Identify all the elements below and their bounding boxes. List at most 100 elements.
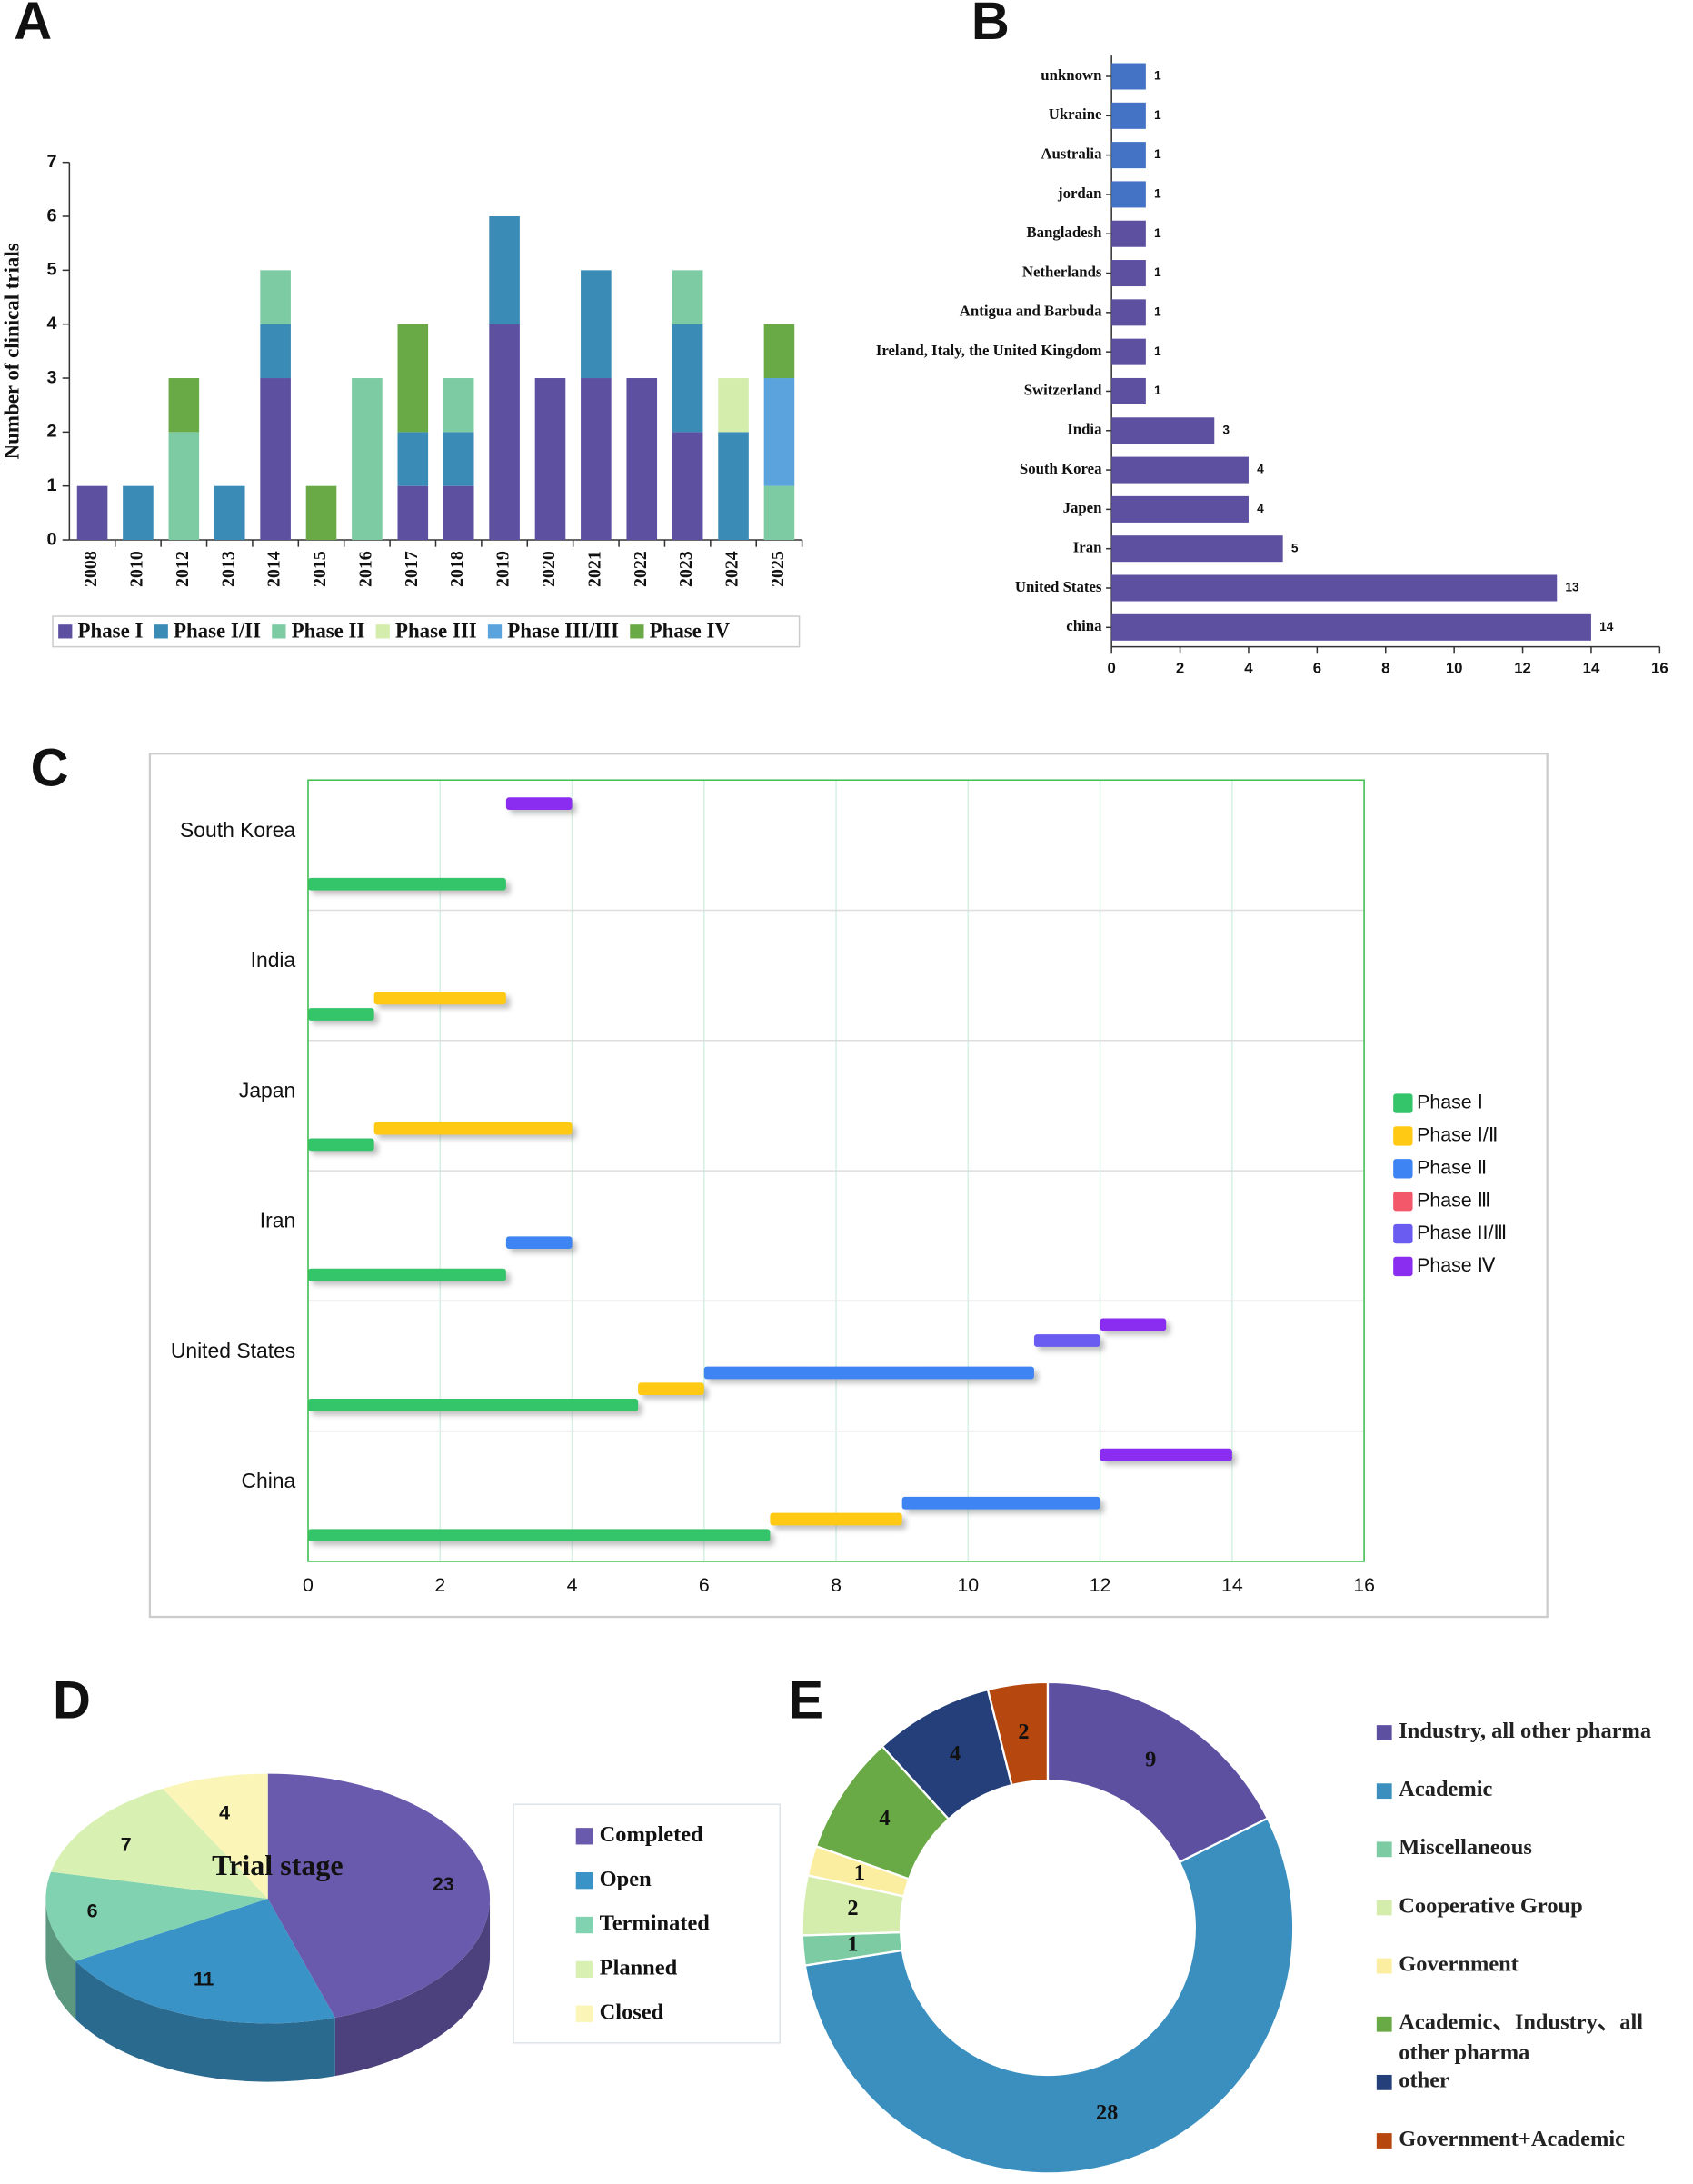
bar-segment <box>581 378 612 541</box>
x-tick-label: 8 <box>1381 659 1389 676</box>
y-tick-label: 0 <box>47 529 57 549</box>
bar-segment <box>397 324 429 433</box>
legend-label: other <box>1399 2069 1449 2093</box>
y-tick-label: Antigua and Barbuda <box>960 303 1102 320</box>
x-tick-label: 2012 <box>173 551 193 587</box>
x-tick-label: 2024 <box>722 551 742 587</box>
legend-label: Phase Ⅰ/Ⅱ <box>1417 1124 1498 1146</box>
value-label: 3 <box>1222 423 1230 436</box>
value-label: 1 <box>847 1932 858 1957</box>
bar <box>1111 574 1558 602</box>
legend-item: other <box>1399 2069 1449 2093</box>
x-tick-label: 2010 <box>127 551 147 587</box>
legend-swatch <box>1376 1841 1392 1858</box>
value-label: 1 <box>1154 147 1161 161</box>
x-tick-label: 0 <box>303 1574 314 1596</box>
range-bar <box>373 992 506 1005</box>
x-tick-label: 2018 <box>447 551 467 587</box>
legend-label: Phase Ⅲ <box>1417 1189 1490 1211</box>
y-tick-label: Iran <box>1073 539 1102 556</box>
donut-slice <box>1046 1680 1270 1864</box>
legend-label: Miscellaneous <box>1399 1836 1532 1860</box>
x-tick-label: 2013 <box>218 551 238 587</box>
bar-segment <box>534 378 566 541</box>
legend-swatch <box>1393 1191 1413 1212</box>
bar <box>1111 102 1146 129</box>
range-bar <box>770 1512 902 1526</box>
y-tick-label: 1 <box>47 475 57 495</box>
value-label: 7 <box>121 1834 132 1856</box>
legend-label: Phase III/III <box>507 620 619 643</box>
range-bar <box>703 1366 1034 1380</box>
legend-swatch <box>272 624 286 639</box>
value-label: 1 <box>1154 69 1161 83</box>
value-label: 11 <box>194 1968 214 1990</box>
legend-swatch <box>1376 2133 1392 2149</box>
value-label: 6 <box>87 1900 98 1921</box>
bar <box>1111 535 1283 563</box>
y-tick-label: unknown <box>1041 66 1102 84</box>
bar-segment <box>443 485 474 541</box>
value-label: 1 <box>1154 344 1161 358</box>
legend-label: Terminated <box>600 1911 711 1936</box>
bar-segment <box>123 485 154 541</box>
y-tick-label: Bangladesh <box>1026 224 1102 241</box>
y-tick-label: jordan <box>1057 184 1102 202</box>
x-tick-label: 2 <box>1176 659 1184 676</box>
legend-swatch <box>1393 1223 1413 1244</box>
y-tick-label: Ukraine <box>1049 105 1102 123</box>
x-tick-label: 6 <box>699 1574 710 1596</box>
bar <box>1111 260 1146 287</box>
panel-letter: C <box>31 738 69 797</box>
x-tick-label: 2021 <box>584 551 604 587</box>
bar <box>1111 142 1146 169</box>
legend-box <box>52 615 801 648</box>
bar-segment <box>718 378 749 433</box>
x-tick-label: 4 <box>1244 659 1253 676</box>
legend-item: Academic <box>1399 1778 1492 1801</box>
x-tick-label: 2008 <box>81 551 101 587</box>
legend-swatch <box>1393 1256 1413 1277</box>
value-label: 14 <box>1599 620 1614 633</box>
x-tick-label: 2016 <box>355 551 375 587</box>
bar-segment <box>305 485 337 541</box>
legend-label: Open <box>600 1867 652 1891</box>
legend-label: Phase I <box>78 620 144 643</box>
legend-swatch <box>1376 1900 1392 1916</box>
y-tick-label: 3 <box>47 367 57 387</box>
y-tick-label: 7 <box>47 152 57 172</box>
bar-segment <box>718 432 749 541</box>
value-label: 1 <box>1154 226 1161 240</box>
value-label: 1 <box>1154 108 1161 122</box>
legend-swatch <box>58 624 73 639</box>
value-label: 4 <box>1257 502 1264 515</box>
y-tick-label: South Korea <box>1020 460 1102 477</box>
donut-slice <box>803 1817 1295 2175</box>
donut-slice <box>986 1680 1050 1787</box>
value-label: 28 <box>1096 2100 1118 2125</box>
value-label: 1 <box>1154 187 1161 201</box>
value-label: 4 <box>1257 463 1264 476</box>
legend-label: Closed <box>600 2000 664 2024</box>
chart-title: Trial stage <box>212 1849 343 1881</box>
bar-segment <box>672 432 703 541</box>
bar-segment <box>352 378 383 541</box>
value-label: 4 <box>219 1801 230 1823</box>
bar-segment <box>763 378 795 486</box>
pie-side <box>45 1899 76 2019</box>
y-tick-label: India <box>251 948 296 972</box>
y-tick-label: Iran <box>260 1209 295 1232</box>
legend-swatch <box>575 2005 593 2022</box>
x-tick-label: 16 <box>1353 1574 1375 1596</box>
x-tick-label: 0 <box>1107 659 1115 676</box>
range-bar <box>308 1399 639 1411</box>
y-tick-label: Netherlands <box>1022 263 1102 280</box>
bar-segment <box>672 324 703 433</box>
range-bar <box>308 877 506 891</box>
bar <box>1111 299 1146 326</box>
value-label: 1 <box>854 1860 865 1885</box>
range-bar <box>1100 1448 1232 1461</box>
y-tick-label: Ireland, Italy, the United Kingdom <box>876 342 1102 359</box>
value-label: 2 <box>847 1896 858 1920</box>
